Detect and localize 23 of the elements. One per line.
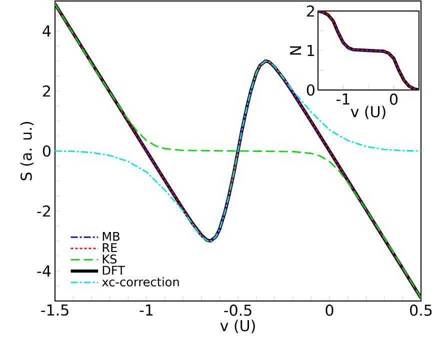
legend-label: xc-correction: [102, 277, 179, 286]
x-axis-title: v (U): [220, 320, 255, 334]
legend-label: MB: [102, 232, 120, 241]
y-tick-label: 0: [306, 84, 314, 96]
x-tick-label: 0.5: [410, 304, 432, 316]
x-tick-label: -1: [336, 94, 350, 104]
y-axis-title: N: [290, 46, 302, 55]
legend-label: RE: [102, 243, 117, 252]
y-tick-label: -4: [37, 266, 51, 276]
x-tick-label: 0: [326, 304, 334, 316]
x-tick-label: -1: [140, 304, 153, 316]
y-tick-label: 4: [42, 26, 51, 36]
x-tick-label: -0.5: [224, 304, 252, 316]
legend-label: DFT: [102, 266, 126, 275]
x-tick-label: -1.5: [41, 304, 68, 316]
y-tick-label: 2: [307, 5, 314, 17]
y-axis-title: S (a. u.): [20, 122, 34, 180]
y-tick-label: 2: [43, 85, 50, 97]
y-tick-label: 1: [308, 45, 314, 56]
y-tick-label: -2: [37, 205, 50, 217]
x-axis-title: v (U): [350, 106, 386, 120]
legend-label: KS: [102, 254, 117, 264]
y-tick-label: 0: [42, 145, 50, 157]
